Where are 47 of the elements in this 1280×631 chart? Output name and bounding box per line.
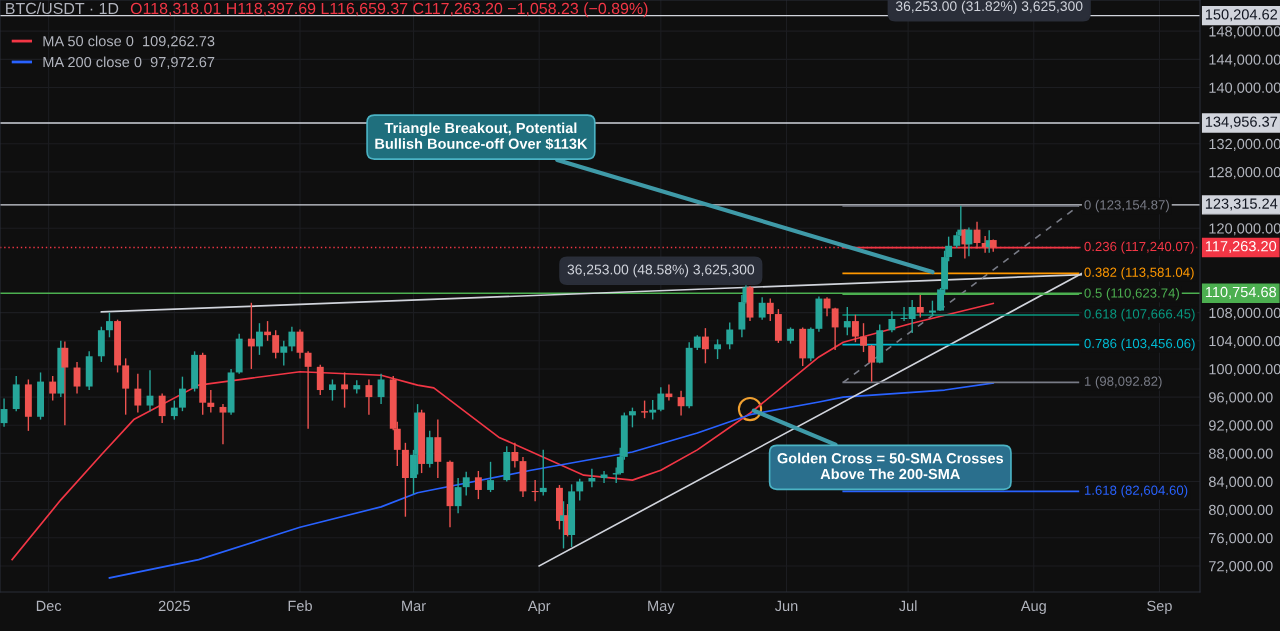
series-label: 0 (123,154.87) [1084,199,1169,213]
x-tick-label: Feb [288,600,312,612]
series-label: 0.5 (110,623.74) [1084,288,1179,301]
ref-line-label: 110,754.68 [1205,286,1277,299]
series-label: 0.786 (103,456.06) [1084,338,1195,351]
y-tick-label: 92,000.00 [1209,420,1273,433]
annotation: O118,318.01 H118,397.69 L116,659.37 C117,263.20 −1,058.23 (−0.89%) [130,2,648,18]
x-tick-label: May [648,600,675,614]
y-tick-label: 132,000.00 [1209,138,1280,151]
y-tick-label: 144,000.00 [1209,54,1280,67]
x-tick-label: Mar [402,600,426,612]
y-tick-label: 120,000.00 [1209,223,1280,236]
series-label: 0.618 (107,666.45) [1084,308,1195,322]
y-tick-label: 128,000.00 [1209,167,1280,180]
y-tick-label: 72,000.00 [1209,561,1273,574]
series-label: 1 (98,092.82) [1084,376,1162,389]
y-tick-label: 104,000.00 [1209,335,1280,348]
y-tick-label: 88,000.00 [1208,448,1273,461]
annotation: 36,253.00 (48.58%) 3,625,300 [567,264,755,278]
y-tick-label: 148,000.00 [1209,26,1280,39]
x-tick-label: Jul [899,600,917,612]
y-tick-label: 100,000.00 [1209,364,1280,377]
y-tick-label: 80,000.00 [1208,504,1273,517]
x-tick-label: 2025 [158,600,190,612]
y-tick-label: 84,000.00 [1208,476,1273,489]
chart-title: BTC/USDT · 1D [6,2,119,15]
x-tick-label: Sep [1147,600,1172,614]
annotation: Triangle Breakout, Potential Bullish Bounce-off Over $113K [375,122,588,150]
x-tick-label: Aug [1020,600,1046,614]
ref-line-label: 134,956.37 [1205,116,1278,129]
annotation: 36,253.00 (31.82%) 3,625,300 [895,0,1083,14]
series-label: 1.618 (82,604.60) [1084,485,1188,498]
x-tick-label: Apr [527,600,551,614]
y-tick-label: 96,000.00 [1209,392,1273,405]
ref-line-label: 117,263.20 [1205,241,1277,254]
y-tick-label: 108,000.00 [1209,307,1280,320]
legend-label: MA 200 close 0 97,972.67 [43,56,215,69]
x-tick-label: Jun [774,600,798,612]
ref-line-label: 150,204.62 [1205,9,1278,22]
annotation: Golden Cross = 50-SMA Crosses Above The 200-SMA [777,452,1004,480]
x-tick-label: Dec [36,600,62,612]
legend-label: MA 50 close 0 109,262.73 [43,35,215,49]
ref-line-label: 123,315.24 [1205,198,1278,211]
y-tick-label: 76,000.00 [1209,532,1273,545]
series-label: 0.236 (117,240.07) [1084,241,1194,254]
y-tick-label: 140,000.00 [1209,82,1280,95]
series-label: 0.382 (113,581.04) [1084,267,1194,280]
